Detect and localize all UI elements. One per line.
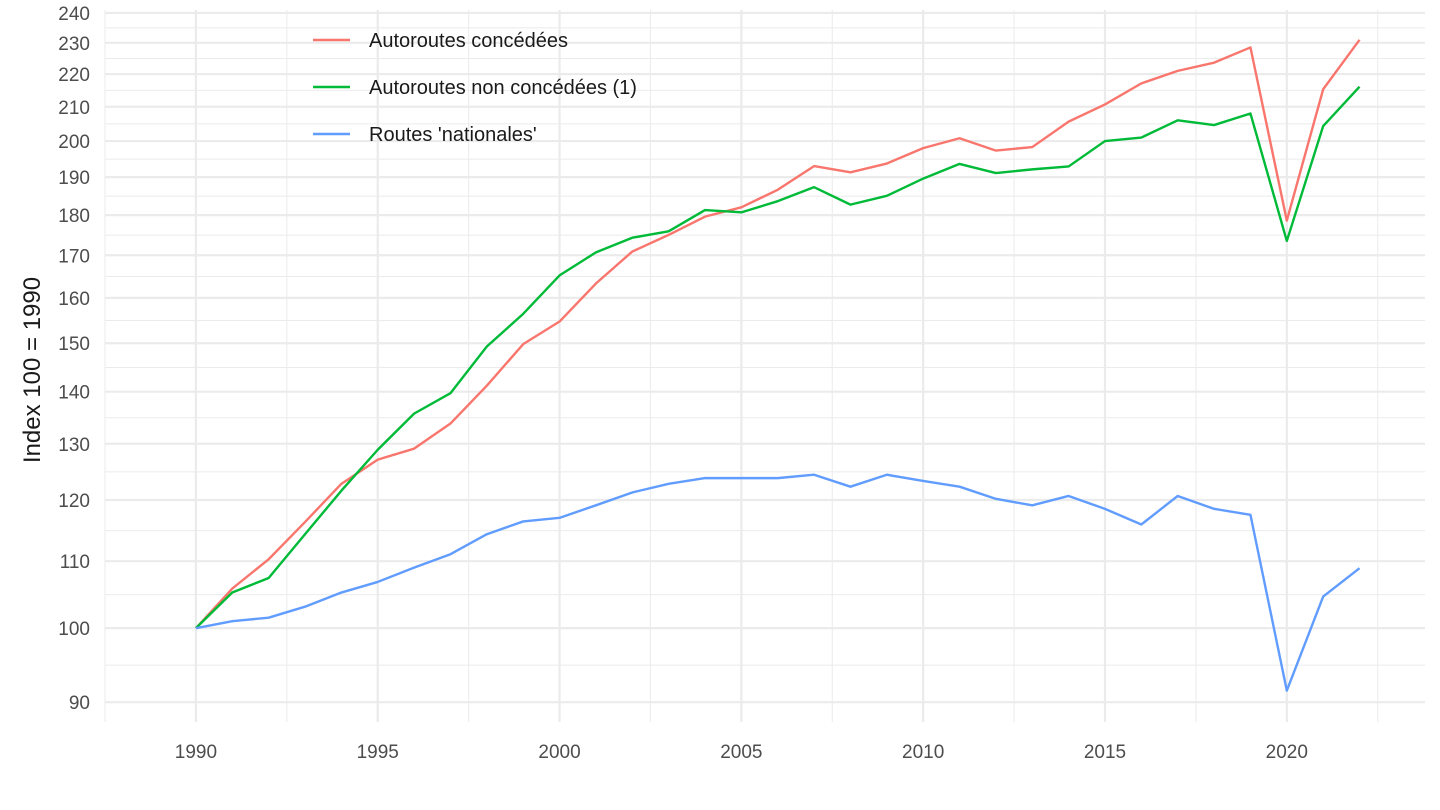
- x-tick-label: 1995: [357, 742, 399, 763]
- y-tick-label: 130: [58, 435, 90, 456]
- y-tick-label: 190: [58, 168, 90, 189]
- legend-label: Autoroutes non concédées (1): [369, 77, 637, 99]
- x-tick-label: 2015: [1084, 742, 1126, 763]
- major-y-gridlines: [105, 11, 1425, 704]
- y-tick-label: 120: [58, 491, 90, 512]
- y-tick-label: 100: [58, 619, 90, 640]
- x-tick-label: 2010: [902, 742, 944, 763]
- y-tick-label: 110: [60, 552, 90, 573]
- y-tick-label: 180: [58, 206, 90, 227]
- legend-label: Routes 'nationales': [369, 124, 537, 146]
- y-tick-label: 210: [58, 98, 90, 119]
- x-tick-label: 1990: [175, 742, 217, 763]
- y-tick-label: 230: [58, 34, 90, 55]
- series-line: [195, 473, 1361, 692]
- x-tick-label: 2005: [720, 742, 762, 763]
- y-tick-label: 240: [58, 4, 90, 25]
- series-line: [195, 39, 1361, 629]
- y-axis-title: Index 100 = 1990: [19, 277, 46, 463]
- x-tick-label: 2000: [538, 742, 580, 763]
- x-tick-label: 2020: [1266, 742, 1308, 763]
- legend-label: Autoroutes concédées: [369, 30, 568, 52]
- major-x-gridlines: [194, 10, 1288, 722]
- y-tick-label: 220: [58, 65, 90, 86]
- y-axis-tick-labels: 90 100 110 120 130 140 150 160 170 180 190 200 210 22…: [58, 4, 90, 714]
- minor-x-gridlines: [104, 10, 1379, 722]
- y-tick-label: 90: [69, 693, 90, 714]
- y-tick-label: 170: [58, 246, 90, 267]
- series-line: [195, 85, 1361, 630]
- y-tick-label: 160: [58, 289, 90, 310]
- y-tick-label: 140: [58, 383, 90, 404]
- y-tick-label: 150: [58, 334, 90, 355]
- y-tick-label: 200: [58, 132, 90, 153]
- legend: Autoroutes concédées Autoroutes non concé…: [313, 30, 637, 146]
- series-lines: [195, 39, 1361, 692]
- minor-y-gridlines: [105, 27, 1425, 666]
- x-axis-tick-labels: 1990 1995 2000 2005 2010 2015 2020: [175, 742, 1308, 763]
